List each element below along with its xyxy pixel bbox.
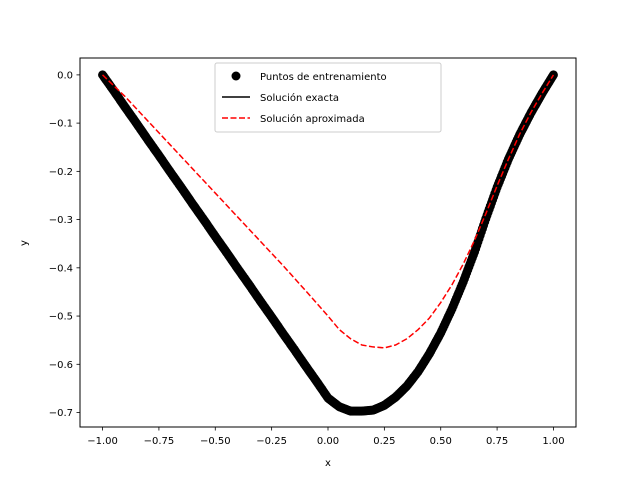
y-tick-label: −0.7	[49, 408, 73, 419]
x-tick-label: −1.00	[87, 436, 118, 447]
y-tick-label: −0.3	[49, 215, 73, 226]
x-tick-label: −0.50	[200, 436, 231, 447]
y-tick-label: −0.4	[49, 263, 73, 274]
x-tick-label: 0.75	[486, 436, 508, 447]
x-tick-label: 1.00	[542, 436, 564, 447]
x-tick-label: 0.50	[430, 436, 452, 447]
approx-solution-line	[102, 74, 555, 349]
y-tick-label: 0.0	[57, 70, 73, 81]
legend-label-training-points: Puntos de entrenamiento	[260, 72, 387, 83]
x-axis-label: x	[325, 458, 331, 469]
x-tick-label: 0.25	[373, 436, 395, 447]
legend-label-exact-solution: Solución exacta	[260, 92, 339, 104]
legend-label-approx-solution: Solución aproximada	[260, 113, 365, 125]
y-tick-label: −0.6	[49, 360, 73, 371]
x-tick-label: 0.00	[317, 436, 339, 447]
y-tick-label: −0.2	[49, 167, 73, 178]
x-tick-label: −0.75	[144, 436, 175, 447]
y-tick-label: −0.1	[49, 119, 73, 130]
legend-frame	[214, 62, 442, 133]
x-axis: −1.00 −0.75 −0.50 −0.25 0.00 0.25 0.50 0.75 1.00	[87, 427, 565, 447]
y-axis-label: y	[19, 240, 30, 246]
y-tick-label: −0.5	[49, 312, 73, 323]
legend: Puntos de entrenamiento Solución exacta …	[214, 62, 442, 133]
x-tick-label: −0.25	[256, 436, 287, 447]
series-layer	[98, 70, 558, 416]
legend-marker-training-points	[231, 71, 241, 81]
exact-solution-line	[101, 74, 555, 412]
y-axis: 0.0 −0.1 −0.2 −0.3 −0.4 −0.5 −0.6 −0.7	[49, 70, 80, 419]
